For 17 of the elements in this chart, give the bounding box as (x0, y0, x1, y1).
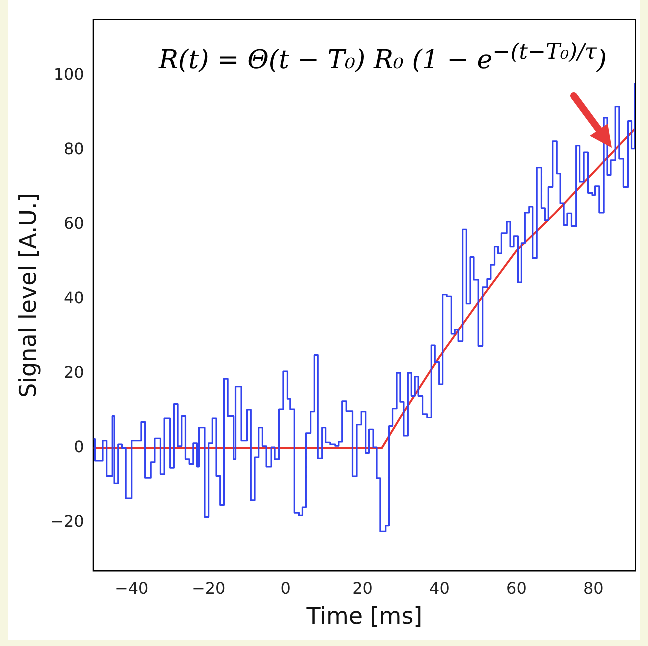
x-tick-label: 60 (506, 578, 527, 598)
y-tick-label: 80 (64, 140, 84, 159)
x-tick-label: −40 (114, 578, 149, 598)
x-tick-label: −20 (192, 578, 226, 598)
x-tick-label: 20 (352, 578, 373, 598)
y-tick-label: 100 (54, 65, 84, 84)
x-axis-title: Time [ms] (306, 604, 423, 630)
y-axis-title: Signal level [A.U.] (16, 193, 42, 398)
y-tick-label: −20 (50, 512, 84, 531)
y-tick-label: 60 (64, 214, 84, 233)
x-tick-label: 40 (430, 578, 450, 598)
y-tick-label: 0 (74, 437, 84, 456)
y-tick-label: 40 (64, 288, 84, 308)
x-tick-label: 80 (583, 578, 604, 598)
x-tick-label: 0 (280, 578, 291, 598)
annotation: R(t) = Θ(t − T₀) R₀ (1 − e$^{−(t−T₀)/τ}$) (158, 40, 608, 76)
y-tick-label: 20 (64, 362, 84, 382)
